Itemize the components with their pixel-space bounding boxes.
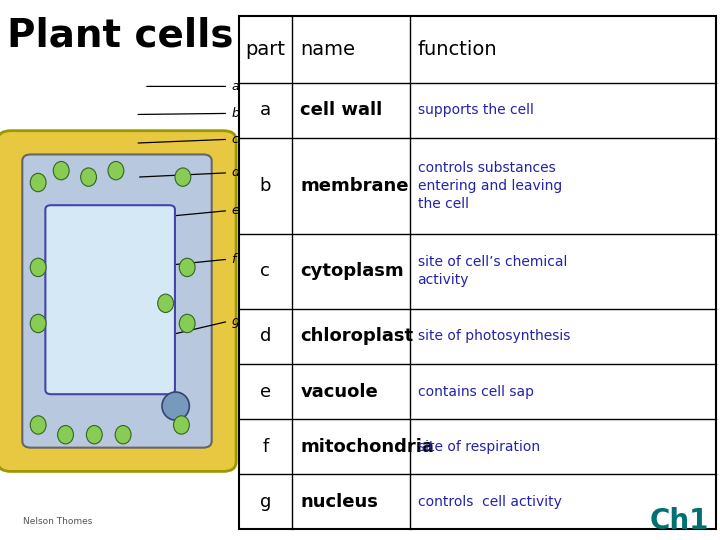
Text: Nelson Thomes: Nelson Thomes <box>23 517 92 526</box>
Text: b: b <box>231 107 239 120</box>
Ellipse shape <box>175 168 191 186</box>
Text: function: function <box>418 40 498 59</box>
Text: Plant cells: Plant cells <box>7 16 234 54</box>
Ellipse shape <box>158 294 174 313</box>
Ellipse shape <box>115 426 131 444</box>
Bar <box>239 16 716 529</box>
Text: d: d <box>231 166 239 179</box>
Text: supports the cell: supports the cell <box>418 103 534 117</box>
Ellipse shape <box>179 258 195 276</box>
Ellipse shape <box>30 173 46 192</box>
Text: contains cell sap: contains cell sap <box>418 384 534 399</box>
Ellipse shape <box>58 426 73 444</box>
Text: c: c <box>261 262 270 280</box>
Text: c: c <box>231 133 238 146</box>
Ellipse shape <box>81 168 96 186</box>
Text: a: a <box>260 102 271 119</box>
Text: g: g <box>231 315 239 328</box>
Text: g: g <box>260 492 271 511</box>
Text: chloroplast: chloroplast <box>300 327 413 346</box>
Ellipse shape <box>162 392 189 420</box>
Text: nucleus: nucleus <box>300 492 378 511</box>
Text: controls substances
entering and leaving
the cell: controls substances entering and leaving… <box>418 161 562 211</box>
Text: site of cell’s chemical
activity: site of cell’s chemical activity <box>418 255 567 287</box>
Ellipse shape <box>30 416 46 434</box>
Text: b: b <box>260 177 271 195</box>
Text: cytoplasm: cytoplasm <box>300 262 404 280</box>
Ellipse shape <box>108 161 124 180</box>
Ellipse shape <box>30 258 46 276</box>
FancyBboxPatch shape <box>0 131 236 471</box>
Ellipse shape <box>179 314 195 333</box>
Text: site of respiration: site of respiration <box>418 440 540 454</box>
Ellipse shape <box>53 161 69 180</box>
Text: site of photosynthesis: site of photosynthesis <box>418 329 570 343</box>
Text: name: name <box>300 40 355 59</box>
Text: controls  cell activity: controls cell activity <box>418 495 562 509</box>
Text: f: f <box>231 253 235 266</box>
Text: a: a <box>231 80 239 93</box>
Text: e: e <box>231 204 239 217</box>
Ellipse shape <box>30 314 46 333</box>
Text: membrane: membrane <box>300 177 409 195</box>
Text: cell wall: cell wall <box>300 102 382 119</box>
Text: mitochondria: mitochondria <box>300 437 434 456</box>
Text: part: part <box>246 40 285 59</box>
Text: f: f <box>262 437 269 456</box>
FancyBboxPatch shape <box>22 154 212 448</box>
Text: d: d <box>260 327 271 346</box>
Text: vacuole: vacuole <box>300 382 378 401</box>
FancyBboxPatch shape <box>45 205 175 394</box>
Text: e: e <box>260 382 271 401</box>
Ellipse shape <box>174 416 189 434</box>
Text: Ch1: Ch1 <box>650 507 709 535</box>
Ellipse shape <box>86 426 102 444</box>
